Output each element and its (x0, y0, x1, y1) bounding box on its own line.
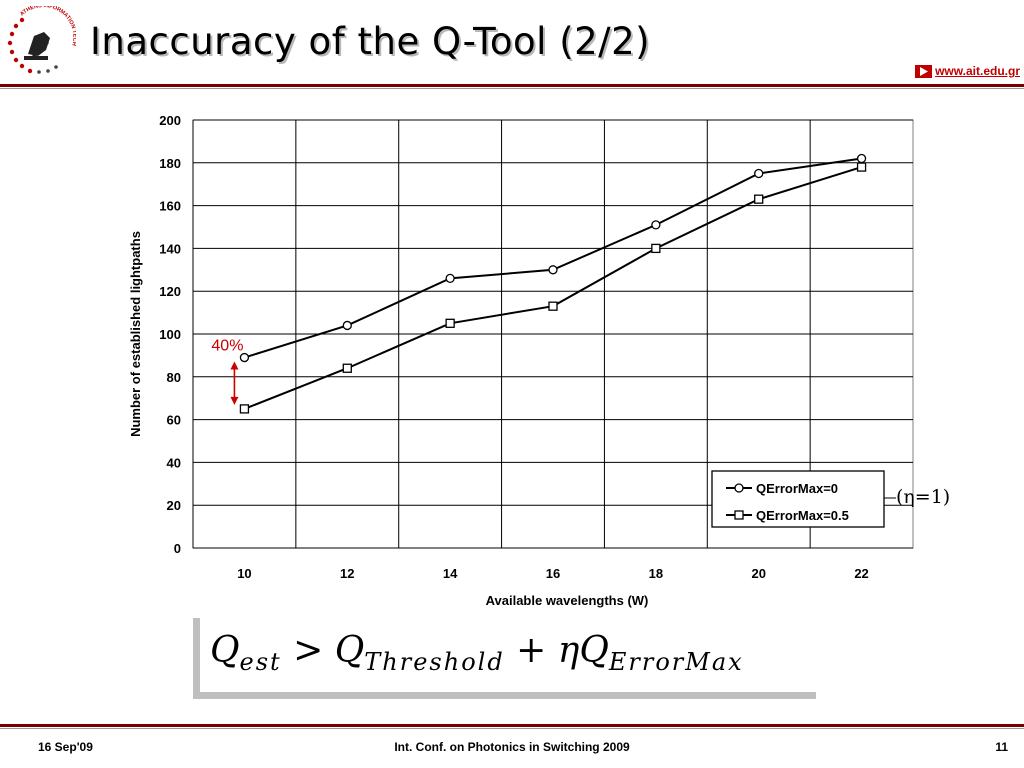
website-url[interactable]: www.ait.edu.gr (935, 64, 1020, 78)
series-markers (239, 153, 867, 414)
x-tick-label: 14 (443, 566, 458, 581)
formula-box: Qest > QThreshold + ηQErrorMax (193, 618, 816, 699)
footer-divider (0, 724, 1024, 727)
annotation-arrowhead-down (230, 396, 239, 405)
footer-divider-shadow (0, 728, 1024, 729)
formula-plus: + (516, 630, 547, 671)
eta-note: (η=1) (896, 486, 951, 508)
point-circle (651, 220, 661, 230)
legend-label: QErrorMax=0 (756, 481, 838, 496)
legend-marker-square (734, 510, 744, 520)
formula-term1-sub: Threshold (364, 648, 505, 676)
point-circle (754, 168, 764, 179)
formula-term2-sub: ErrorMax (608, 648, 744, 676)
formula-term2: Q (579, 630, 609, 671)
point-square (856, 162, 867, 172)
formula-coef: η (557, 630, 580, 671)
x-tick-label: 18 (649, 566, 663, 581)
y-tick-label: 80 (167, 370, 181, 385)
x-tick-label: 10 (237, 566, 251, 581)
point-circle (548, 265, 558, 275)
play-icon (915, 64, 933, 78)
formula-op: > (293, 630, 324, 671)
point-square (445, 318, 455, 328)
y-tick-label: 60 (167, 413, 181, 428)
y-axis-ticks: 0 20 40 60 80 100 120 140 160 180 200 (159, 113, 181, 556)
point-circle (856, 153, 867, 164)
legend-label: QErrorMax=0.5 (756, 508, 849, 523)
page-title: Inaccuracy of the Q-Tool (2/2) (90, 20, 651, 63)
x-tick-label: 20 (751, 566, 765, 581)
legend-marker-circle (734, 483, 744, 493)
x-tick-label: 22 (854, 566, 868, 581)
header-divider (0, 84, 1024, 87)
y-axis-label: Number of established lightpaths (128, 231, 143, 437)
point-circle (342, 320, 352, 331)
formula-lhs-sub: est (239, 648, 282, 676)
y-tick-label: 20 (167, 498, 181, 513)
ait-logo: ATHENS INFORMATION TECHNOLOGY ATHENS INF… (2, 6, 76, 78)
point-circle (445, 273, 455, 284)
footer-page-number: 11 (995, 740, 1008, 754)
point-square (651, 243, 661, 254)
annotation-40pct: 40% (211, 338, 243, 405)
y-tick-label: 200 (159, 113, 181, 128)
footer-date: 16 Sep'09 (38, 740, 93, 754)
annotation-arrowhead-up (230, 361, 239, 370)
point-circle (239, 352, 250, 363)
y-tick-label: 120 (159, 284, 181, 299)
y-tick-label: 160 (159, 199, 181, 214)
y-tick-label: 180 (159, 156, 181, 171)
y-tick-label: 140 (159, 241, 181, 256)
point-square (239, 404, 250, 414)
y-tick-label: 0 (174, 541, 181, 556)
point-square (342, 363, 352, 373)
point-square (754, 194, 764, 204)
formula-lhs: Q (210, 630, 240, 671)
annotation-label: 40% (211, 338, 243, 355)
chart-legend: QErrorMax=0 QErrorMax=0.5 (711, 470, 896, 528)
y-tick-label: 40 (167, 455, 181, 470)
x-axis-ticks: 10 12 14 16 18 20 22 (237, 566, 869, 581)
footer-conference: Int. Conf. on Photonics in Switching 200… (394, 740, 630, 754)
point-square (548, 301, 558, 311)
x-tick-label: 12 (340, 566, 354, 581)
header-divider-shadow (0, 88, 1024, 89)
y-tick-label: 100 (159, 327, 181, 342)
formula-term1: Q (334, 630, 365, 671)
x-axis-label: Available wavelengths (W) (486, 593, 649, 608)
website-link[interactable]: www.ait.edu.gr (915, 64, 1020, 78)
x-tick-label: 16 (546, 566, 560, 581)
formula: Qest > QThreshold + ηQErrorMax (210, 630, 744, 676)
